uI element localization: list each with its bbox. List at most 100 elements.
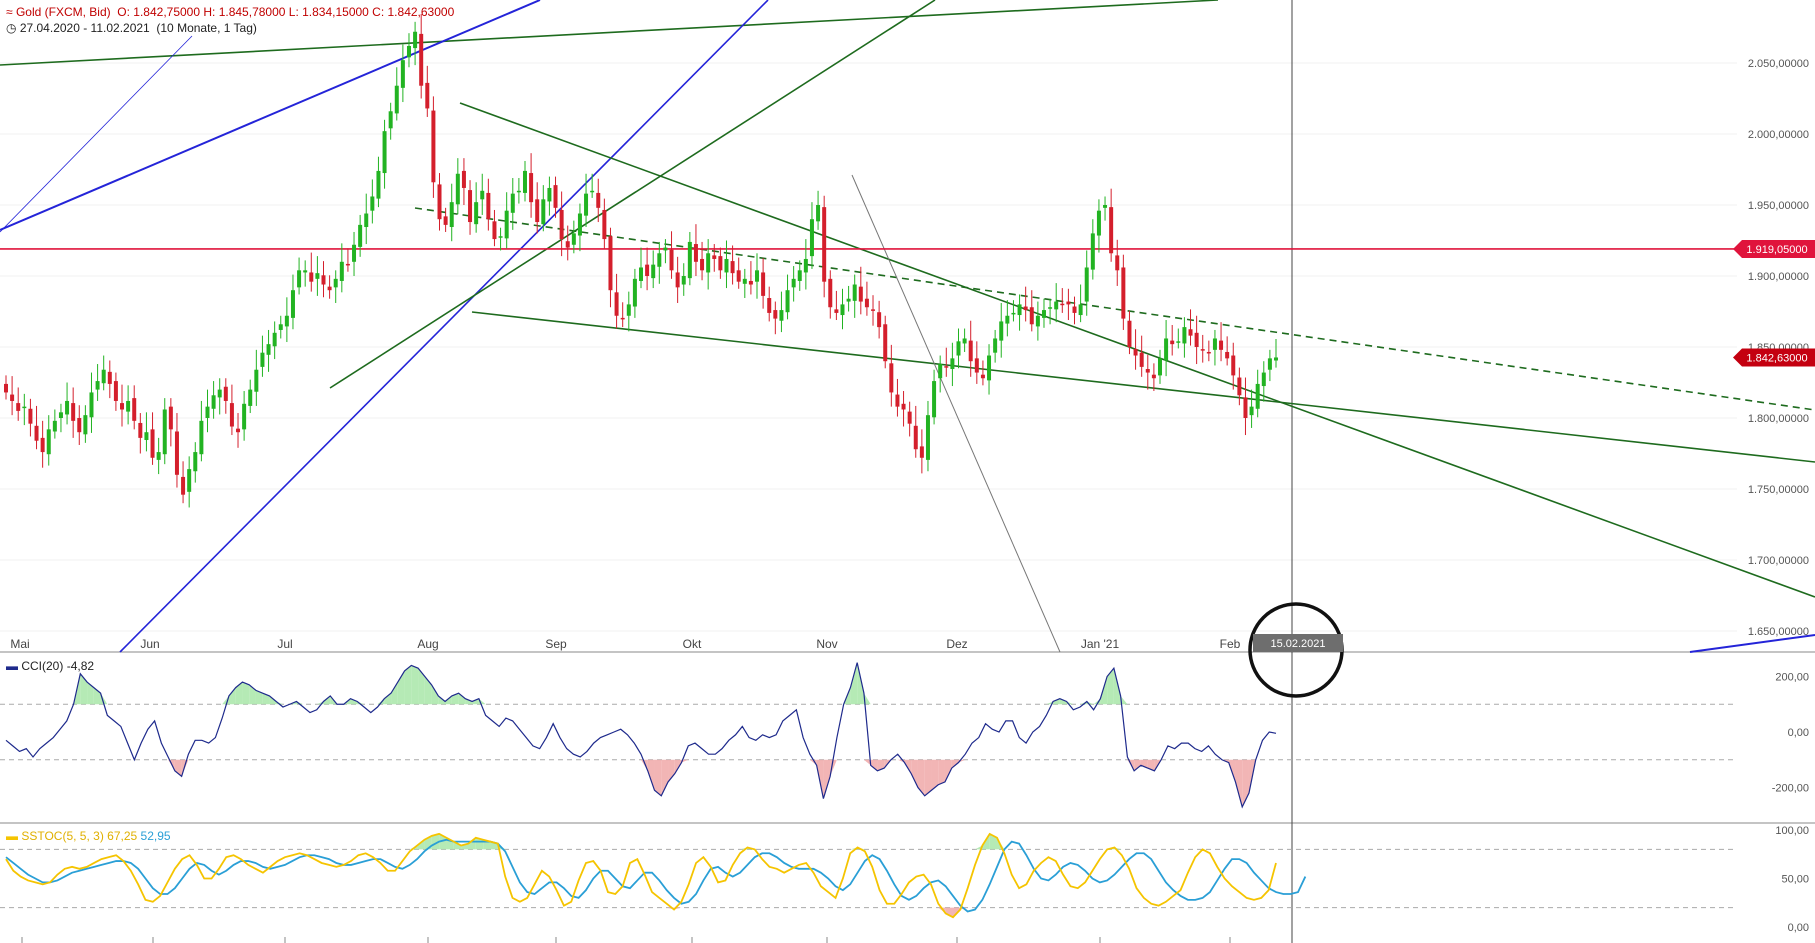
candle-body [455, 173, 460, 205]
candle-body [1231, 355, 1236, 376]
candle-body [211, 395, 216, 409]
sstoc-legend: ▬ SSTOC(5, 5, 3) 67,25 52,95 [6, 829, 171, 843]
cci-oversold-fill [931, 759, 939, 791]
cci-tick-0: 0,00 [1788, 727, 1809, 739]
price-tick-label: 1.900,00000 [1748, 271, 1809, 283]
candle-body [1212, 338, 1217, 350]
candle-body [529, 173, 534, 203]
candle-body [486, 192, 491, 220]
cci-overbought-fill [458, 693, 466, 705]
candle-body [382, 131, 387, 174]
candle-body [687, 241, 692, 279]
candle-body [834, 309, 839, 313]
candle-body [1011, 312, 1016, 315]
last-price-tag-bg [1733, 348, 1815, 367]
price-tick-label: 1.800,00000 [1748, 413, 1809, 425]
cci-oversold-fill [1134, 759, 1141, 771]
candle-body [1255, 383, 1260, 409]
candle-body [614, 292, 619, 316]
month-label: Jan '21 [1081, 637, 1120, 651]
candle-body [858, 286, 863, 302]
candle-body [339, 261, 344, 281]
candle-body [565, 241, 570, 248]
price-tick-label: 1.950,00000 [1748, 200, 1809, 212]
candle-body [571, 233, 576, 245]
candle-body [846, 298, 851, 302]
candle-body [1054, 301, 1059, 310]
cci-oversold-fill [174, 759, 182, 777]
candle-body [639, 267, 643, 281]
candlesticks [4, 14, 1278, 508]
date-range: 27.04.2020 - 11.02.2021 [19, 21, 150, 35]
cci-overbought-fill [255, 690, 263, 705]
cci-overbought-fill [1046, 701, 1054, 705]
candle-body [669, 249, 674, 271]
cci-overbought-fill [850, 662, 858, 705]
trend-line [851, 174, 1061, 653]
candle-body [1005, 315, 1010, 324]
candle-body [113, 381, 118, 401]
candle-body [309, 272, 314, 282]
candle-body [987, 355, 992, 381]
candle-body [700, 258, 705, 271]
candle-body [58, 412, 63, 418]
cci-tick-neg200: -200,00 [1772, 783, 1809, 795]
cci-swatch-icon: ▬ [6, 659, 18, 673]
candle-body [871, 309, 876, 311]
cci-overbought-fill [350, 698, 358, 705]
candle-body [602, 209, 607, 240]
sstoc-k-line [5, 832, 1277, 919]
candle-body [10, 394, 15, 401]
candle-body [706, 253, 711, 273]
month-label: Sep [545, 637, 567, 651]
cci-value: -4,82 [66, 659, 95, 673]
candle-body [89, 392, 94, 418]
price-tick-label: 2.000,00000 [1748, 129, 1809, 141]
trend-line [0, 0, 1219, 66]
candle-body [535, 199, 540, 223]
cci-overbought-fill [1107, 668, 1114, 705]
candle-body [431, 110, 436, 183]
candle-body [974, 358, 979, 373]
candle-body [1115, 255, 1120, 271]
ohlc-values: O: 1.842,75000 H: 1.845,78000 L: 1.834,1… [117, 5, 455, 19]
candle-body [181, 476, 186, 495]
candle-body [187, 469, 192, 492]
candle-body [156, 452, 161, 460]
candle-body [1157, 358, 1162, 376]
candle-body [1188, 329, 1193, 336]
range-header: ◷ 27.04.2020 - 11.02.2021 (10 Monate, 1 … [6, 21, 257, 35]
candle-body [816, 205, 821, 222]
candle-body [755, 270, 760, 282]
candle-body [956, 341, 961, 356]
candle-body [223, 386, 228, 401]
candle-body [651, 264, 656, 279]
cci-overbought-fill [80, 673, 88, 705]
candle-body [406, 45, 411, 58]
candle-body [626, 304, 631, 316]
cci-overbought-fill [228, 687, 236, 705]
candle-body [1182, 327, 1187, 344]
candle-body [1048, 307, 1053, 309]
cci-oversold-fill [654, 759, 662, 796]
candle-body [730, 261, 735, 274]
candle-body [1237, 377, 1242, 396]
price-tags: 1.919,05000 1.842,63000 15.02.2021 [1253, 239, 1815, 652]
candle-body [663, 247, 668, 251]
candle-body [938, 364, 943, 379]
cci-oversold-fill [1140, 759, 1148, 769]
candle-body [65, 400, 70, 415]
trend-line [329, 0, 936, 389]
last-price-tag: 1.842,63000 [1746, 352, 1807, 364]
candle-body [400, 60, 405, 88]
candle-body [596, 192, 601, 208]
candle-body [419, 33, 424, 86]
cci-overbought-fill [404, 665, 412, 705]
candle-body [1096, 210, 1101, 236]
candle-body [321, 275, 326, 285]
candle-body [236, 428, 241, 433]
candle-body [150, 429, 155, 458]
cci-oversold-fill [944, 759, 952, 782]
cci-overbought-fill [87, 682, 94, 705]
